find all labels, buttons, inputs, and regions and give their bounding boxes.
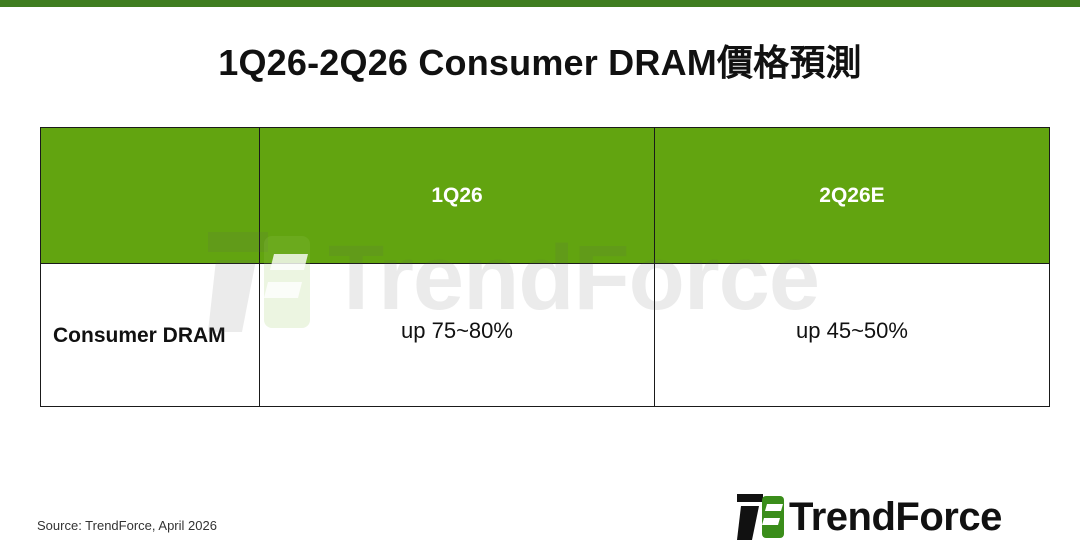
- cell-1q26-value: up 75~80%: [259, 263, 655, 407]
- logo-text: TrendForce: [789, 495, 1002, 539]
- table-header-row: 1Q26 2Q26E: [40, 127, 1050, 264]
- row-label-consumer-dram: Consumer DRAM: [40, 263, 260, 407]
- header-corner-cell: [40, 127, 260, 264]
- column-header-1q26: 1Q26: [259, 127, 655, 264]
- trendforce-logo-icon: [737, 494, 784, 540]
- column-header-2q26e: 2Q26E: [654, 127, 1050, 264]
- page-title: 1Q26-2Q26 Consumer DRAM價格預測: [218, 42, 862, 83]
- price-forecast-table: 1Q26 2Q26E Consumer DRAM up 75~80% up 45…: [40, 127, 1050, 407]
- source-note: Source: TrendForce, April 2026: [37, 518, 217, 533]
- table-row: Consumer DRAM up 75~80% up 45~50%: [40, 263, 1050, 407]
- top-accent-bar: [0, 0, 1080, 7]
- cell-2q26e-value: up 45~50%: [654, 263, 1050, 407]
